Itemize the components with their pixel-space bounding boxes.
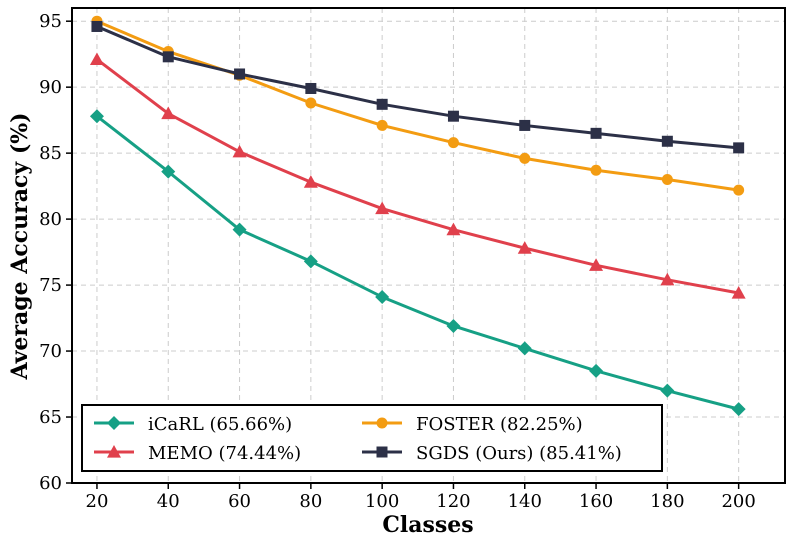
series-line — [96, 115, 740, 411]
series-line — [96, 19, 739, 192]
data-point — [733, 142, 745, 154]
y-tick-label: 95 — [39, 11, 62, 32]
data-point — [519, 119, 531, 131]
series-line — [96, 25, 739, 150]
data-point — [375, 201, 390, 215]
legend-item-0: iCaRL (65.66%) — [94, 414, 292, 435]
data-point — [731, 286, 746, 299]
data-point — [305, 82, 317, 94]
series-3 — [91, 20, 745, 154]
data-point — [589, 258, 604, 271]
y-tick-label: 85 — [39, 143, 62, 164]
data-point — [89, 52, 104, 66]
x-tick-label: 120 — [436, 491, 470, 512]
data-point — [590, 164, 602, 176]
data-point — [519, 152, 531, 164]
y-tick-label: 60 — [39, 473, 62, 494]
data-point — [731, 402, 746, 417]
data-point — [89, 109, 104, 124]
data-point — [91, 20, 103, 32]
legend-label: FOSTER (82.25%) — [416, 414, 583, 435]
legend-marker — [376, 417, 388, 429]
x-tick-label: 60 — [228, 491, 251, 512]
series-2 — [91, 15, 745, 196]
y-tick-label: 75 — [39, 275, 62, 296]
data-point — [303, 175, 318, 188]
data-point — [161, 164, 176, 179]
data-point — [161, 106, 176, 120]
x-axis-label: Classes — [382, 512, 473, 538]
legend-box — [81, 404, 663, 472]
x-tick-label: 80 — [299, 491, 322, 512]
x-tick-label: 180 — [650, 491, 684, 512]
y-tick-label: 80 — [39, 209, 62, 230]
data-point — [733, 184, 745, 196]
data-point — [660, 383, 675, 398]
series-layer — [89, 15, 746, 417]
plot-frame — [71, 7, 786, 484]
x-ticks: 20 40 60 80 100 120 140 160 180 200 — [86, 483, 756, 512]
series-1 — [89, 52, 746, 299]
data-point — [376, 98, 388, 110]
data-point — [660, 272, 675, 286]
legend-item-1: MEMO (74.44%) — [94, 443, 301, 464]
data-point — [305, 97, 317, 109]
x-tick-label: 140 — [508, 491, 542, 512]
data-point — [162, 51, 174, 63]
data-point — [234, 68, 246, 80]
data-point — [447, 137, 459, 149]
data-point — [446, 222, 461, 236]
data-point — [447, 110, 459, 122]
y-tick-label: 65 — [39, 407, 62, 428]
x-tick-label: 20 — [86, 491, 109, 512]
data-point — [517, 341, 532, 356]
x-tick-label: 160 — [579, 491, 613, 512]
x-tick-label: 40 — [157, 491, 180, 512]
legend-item-2: FOSTER (82.25%) — [362, 414, 583, 435]
x-tick-label: 200 — [721, 491, 755, 512]
data-point — [661, 174, 673, 186]
y-ticks: 60 65 70 75 80 85 90 95 — [39, 11, 72, 494]
legend-label: iCaRL (65.66%) — [148, 414, 292, 435]
x-tick-label: 100 — [365, 491, 399, 512]
legend-marker — [376, 446, 388, 458]
data-point — [590, 127, 602, 139]
legend-item-3: SGDS (Ours) (85.41%) — [362, 443, 622, 464]
legend-label: SGDS (Ours) (85.41%) — [416, 443, 622, 464]
data-point — [375, 289, 390, 304]
y-tick-label: 70 — [39, 341, 62, 362]
data-point — [376, 119, 388, 131]
data-point — [303, 254, 318, 269]
legend-marker — [107, 445, 121, 458]
legend-label: MEMO (74.44%) — [148, 443, 301, 464]
data-point — [589, 363, 604, 378]
data-point — [446, 318, 461, 333]
data-point — [232, 222, 247, 237]
data-point — [517, 241, 532, 254]
y-tick-label: 90 — [39, 77, 62, 98]
legend: iCaRL (65.66%) MEMO (74.44%) FOSTER (82.25… — [81, 404, 663, 472]
data-point — [661, 135, 673, 147]
data-point — [232, 144, 247, 158]
legend-marker — [107, 416, 121, 430]
series-0 — [89, 109, 746, 417]
series-line — [96, 58, 739, 295]
y-axis-label: Average Accuracy (%) — [7, 112, 33, 380]
